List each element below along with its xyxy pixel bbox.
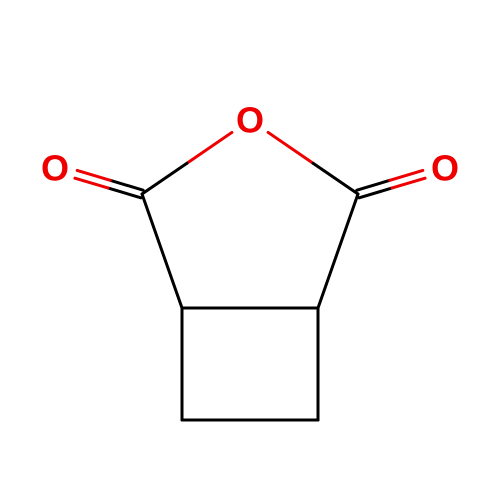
atom-label-O_left: O	[41, 148, 69, 189]
atom-label-O_right: O	[431, 148, 459, 189]
bond-line	[313, 163, 358, 194]
atom-label-O_top: O	[236, 100, 264, 141]
bond-line	[318, 194, 358, 308]
bond-line	[142, 163, 187, 194]
molecule-diagram: O O O	[0, 0, 500, 500]
bond-line	[268, 132, 313, 163]
bond-line	[142, 194, 182, 308]
bond-line	[187, 132, 232, 163]
